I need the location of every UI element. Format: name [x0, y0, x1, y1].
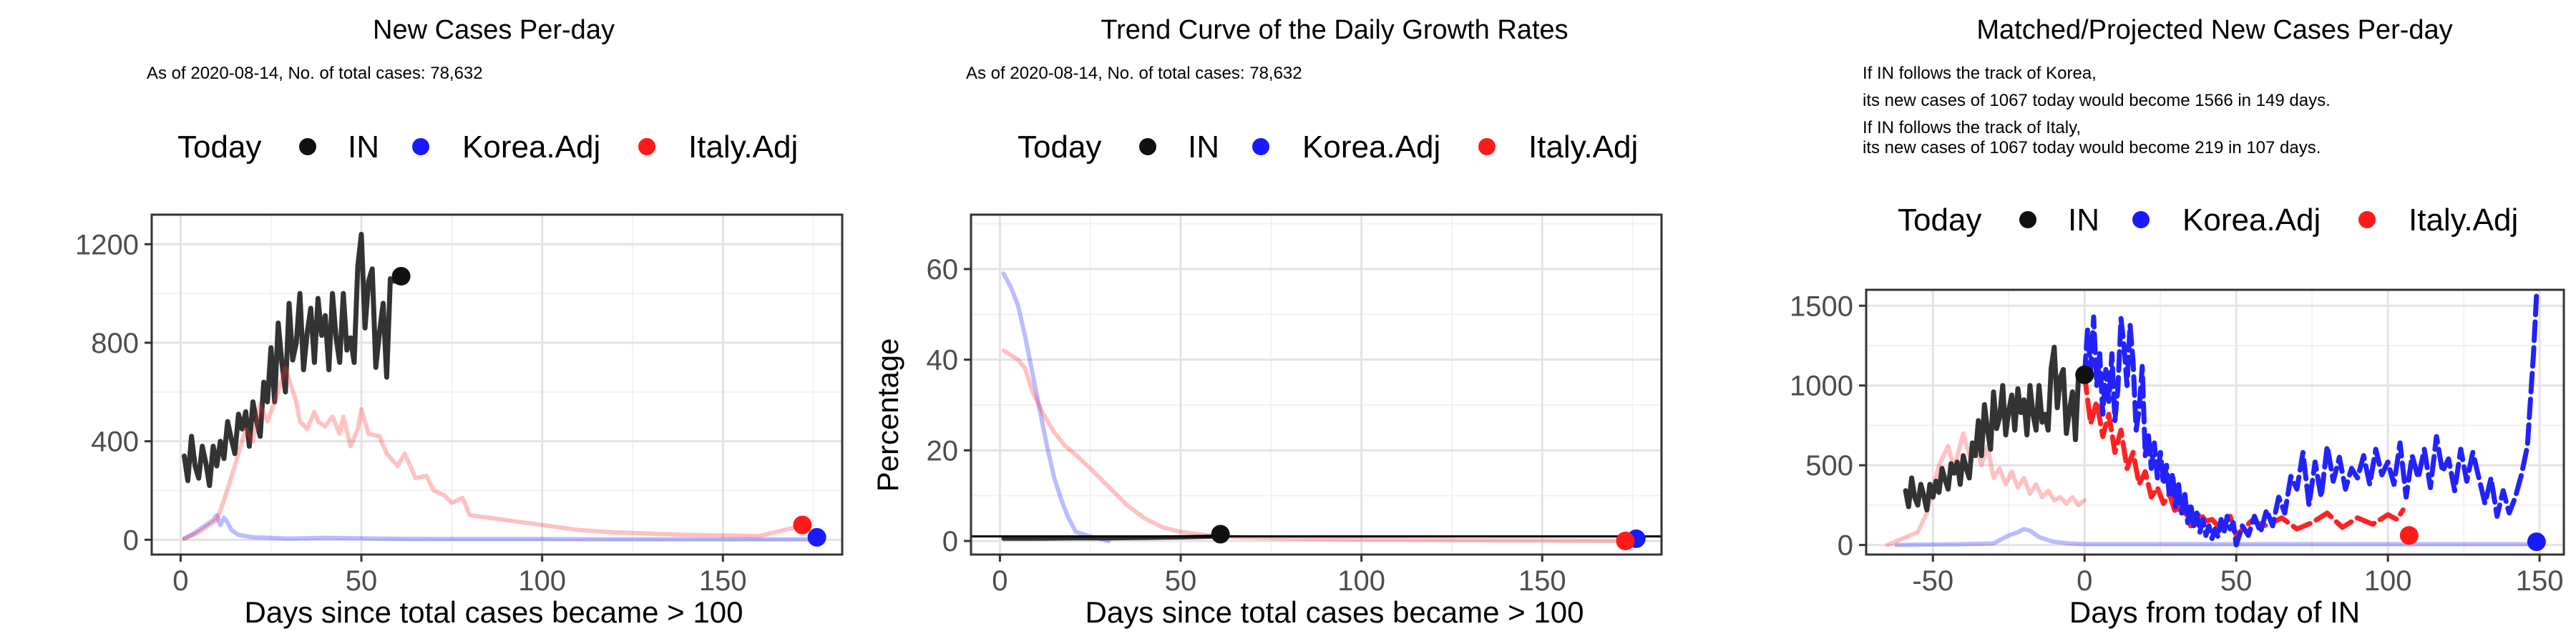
legend-key-in [1139, 138, 1156, 155]
legend-label-korea: Korea.Adj [2182, 203, 2321, 238]
chart-subtitle-line-1: If IN follows the track of Korea, [1863, 64, 2097, 83]
series-line-italy-adj [182, 365, 805, 541]
legend-key-italy [638, 138, 655, 155]
chart-subtitle-line-3: If IN follows the track of Italy, [1863, 118, 2081, 137]
legend-key-in [299, 138, 316, 155]
minor-gridlines [971, 215, 1662, 555]
x-axis-title: Days since total cases became > 100 [1085, 595, 1584, 629]
tick-label-y: 1500 [1790, 291, 1853, 322]
today-point-in [1211, 525, 1230, 544]
series-line-korea-adj-projected [2082, 293, 2540, 548]
plot-background [152, 215, 842, 555]
today-point-italy-adj [1616, 532, 1635, 550]
series-group [182, 232, 816, 542]
tick-label-x: 150 [2516, 565, 2564, 597]
series-line-italy-adj [1001, 348, 1624, 543]
today-point-in [2075, 365, 2094, 384]
plot-background [1866, 290, 2564, 555]
tick-label-x: 150 [699, 565, 747, 597]
series-line-korea-adj [182, 512, 816, 542]
tick-label-x: 0 [992, 565, 1008, 597]
legend: Today IN Korea.Adj Italy.Adj [1018, 130, 1638, 165]
legend-label-italy: Italy.Adj [1528, 130, 1638, 165]
legend-label-in: IN [348, 130, 379, 165]
legend-label-italy: Italy.Adj [2409, 203, 2518, 238]
y-axis-title: Percentage [871, 338, 904, 492]
tick-label-y: 60 [927, 254, 959, 286]
legend-label-korea: Korea.Adj [462, 130, 600, 165]
series-line-in [182, 232, 401, 489]
legend-title: Today [177, 130, 261, 165]
panel-projected-cases: Matched/Projected New Cases Per-day If I… [1790, 15, 2565, 629]
tick-label-y: 0 [1838, 530, 1853, 562]
tick-label-x: 50 [346, 565, 378, 597]
minor-gridlines [1866, 290, 2564, 555]
panel-growth-rates: Trend Curve of the Daily Growth Rates As… [871, 15, 1663, 629]
legend-key-in [2019, 211, 2036, 228]
today-point-italy-adj [2399, 526, 2419, 545]
legend-key-korea [412, 138, 429, 155]
series-line-italy-adj-past [1885, 431, 2087, 547]
tick-label-y: 1000 [1790, 371, 1853, 402]
legend-title: Today [1898, 203, 1981, 238]
tick-label-y: 40 [927, 345, 959, 376]
series-line-korea-adj-past [1894, 527, 2542, 547]
legend-label-italy: Italy.Adj [688, 130, 798, 165]
x-axis-title: Days from today of IN [2069, 595, 2360, 629]
tick-label-x: 150 [1518, 565, 1566, 597]
plot-area: 0 50 100 150 0 400 800 1200 [75, 213, 844, 597]
legend: Today IN Korea.Adj Italy.Adj [177, 130, 798, 165]
tick-label-x: 0 [172, 565, 188, 597]
tick-label-y: 500 [1805, 450, 1853, 482]
plot-area: 0 50 100 150 0 20 40 60 [927, 213, 1663, 597]
legend-key-italy [1478, 138, 1496, 155]
chart-subtitle-line-2: its new cases of 1067 today would become… [1863, 91, 2331, 110]
legend-key-korea [1252, 138, 1269, 155]
tick-label-x: 100 [518, 565, 566, 597]
today-point-korea-adj [807, 527, 826, 547]
tick-label-y: 0 [942, 526, 958, 557]
legend-label-korea: Korea.Adj [1302, 130, 1440, 165]
tick-label-y: 0 [123, 525, 139, 556]
chart-subtitle: As of 2020-08-14, No. of total cases: 78… [966, 64, 1302, 83]
tick-label-x: 50 [1165, 565, 1197, 597]
tick-label-x: 0 [2077, 565, 2092, 597]
series-group [1885, 293, 2542, 548]
today-point-in [391, 267, 411, 286]
tick-label-y: 20 [927, 435, 959, 467]
tick-label-y: 1200 [75, 229, 139, 260]
panel-new-cases: New Cases Per-day As of 2020-08-14, No. … [75, 15, 844, 629]
series-line-in [1903, 344, 2087, 513]
plot-border [150, 213, 844, 556]
tick-label-x: 50 [2220, 565, 2253, 597]
x-axis-title: Days since total cases became > 100 [245, 595, 743, 629]
chart-title: Trend Curve of the Daily Growth Rates [1101, 15, 1568, 45]
tick-label-y: 400 [91, 426, 139, 458]
tick-label-x: 100 [2364, 565, 2412, 597]
legend-key-korea [2132, 211, 2150, 228]
plot-background [971, 215, 1662, 555]
plot-border [1865, 288, 2565, 556]
today-point-italy-adj [793, 515, 812, 535]
today-point-korea-adj [2527, 532, 2546, 552]
tick-label-y: 800 [91, 328, 139, 359]
chart-title: Matched/Projected New Cases Per-day [1976, 15, 2452, 45]
legend-label-in: IN [2068, 203, 2099, 238]
chart-subtitle: As of 2020-08-14, No. of total cases: 78… [147, 64, 483, 83]
legend-label-in: IN [1188, 130, 1219, 165]
plot-border [970, 213, 1663, 556]
legend-title: Today [1018, 130, 1101, 165]
tick-label-x: 100 [1337, 565, 1385, 597]
legend-key-italy [2358, 211, 2376, 228]
chart-title: New Cases Per-day [373, 15, 615, 45]
legend: Today IN Korea.Adj Italy.Adj [1898, 203, 2518, 238]
chart-subtitle-line-4: its new cases of 1067 today would become… [1863, 138, 2321, 157]
tick-label-x: -50 [1912, 565, 1953, 597]
series-line-korea-adj [1001, 271, 1111, 543]
